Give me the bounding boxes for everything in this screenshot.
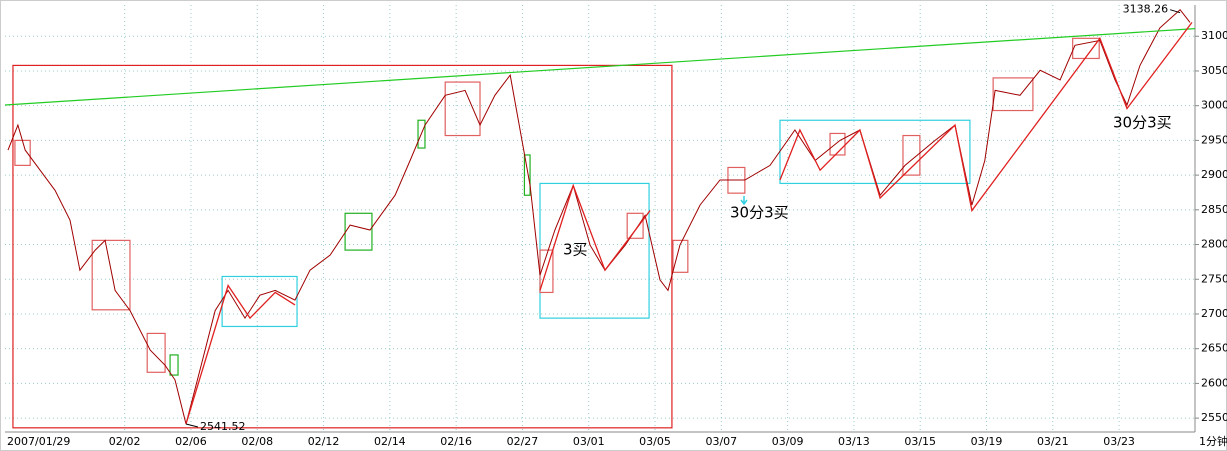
x-tick-label: 02/08 [241, 435, 273, 448]
x-tick-label: 03/19 [971, 435, 1003, 448]
pivot-zone [992, 77, 1034, 112]
price-line [7, 8, 1191, 425]
x-tick-label: 02/16 [440, 435, 472, 448]
y-tick-label: 3100 [1201, 29, 1227, 42]
pivot-zone [626, 212, 644, 239]
pivot-zone [91, 239, 131, 311]
y-tick-label: 3050 [1201, 64, 1227, 77]
x-tick-label: 03/15 [904, 435, 936, 448]
y-tick-label: 2850 [1201, 203, 1227, 216]
pivot-zone [221, 275, 298, 328]
x-tick-label: 03/05 [639, 435, 671, 448]
y-tick-label: 2900 [1201, 168, 1227, 181]
x-tick-label: 03/09 [772, 435, 804, 448]
arrow [740, 196, 748, 206]
x-tick-label: 02/02 [109, 435, 141, 448]
annotation: 30分3买 [730, 204, 789, 222]
x-tick-label: 02/06 [175, 435, 207, 448]
y-tick-label: 2700 [1201, 307, 1227, 320]
x-tick-label: 02/14 [374, 435, 406, 448]
x-tick-label: 2007/01/29 [7, 435, 70, 448]
annotation: 30分3买 [1113, 114, 1172, 132]
pivot-zone [344, 212, 373, 251]
x-tick-label: 03/01 [573, 435, 605, 448]
high-leader [1169, 9, 1181, 14]
trendline [4, 28, 1196, 106]
pivot-zone [672, 239, 689, 273]
y-tick-label: 2800 [1201, 238, 1227, 251]
low-leader [185, 423, 199, 428]
y-tick-label: 2650 [1201, 342, 1227, 355]
annotation: 3买 [563, 241, 588, 259]
pivot-zone [169, 354, 179, 376]
x-tick-label: 02/12 [308, 435, 340, 448]
pivot-zone [417, 119, 426, 149]
period-label: 1分钟 [1199, 434, 1227, 448]
pivot-zone [12, 64, 673, 429]
pivot-zone [146, 332, 166, 373]
pivot-zone [523, 154, 531, 196]
x-tick-label: 03/07 [705, 435, 737, 448]
stroke-line [185, 22, 1193, 425]
y-tick-label: 2550 [1201, 411, 1227, 424]
pivot-zone [444, 81, 481, 137]
x-tick-label: 03/13 [838, 435, 870, 448]
pivot-zone [902, 134, 921, 176]
high-label: 3138.26 [1123, 3, 1169, 16]
x-tick-label: 03/23 [1103, 435, 1135, 448]
y-tick-label: 2950 [1201, 133, 1227, 146]
y-tick-label: 2600 [1201, 376, 1227, 389]
x-tick-label: 02/27 [507, 435, 539, 448]
pivot-zone [1072, 37, 1100, 60]
y-tick-label: 3000 [1201, 99, 1227, 112]
x-tick-label: 03/21 [1037, 435, 1069, 448]
y-tick-label: 2750 [1201, 272, 1227, 285]
low-label: 2541.52 [200, 420, 246, 433]
